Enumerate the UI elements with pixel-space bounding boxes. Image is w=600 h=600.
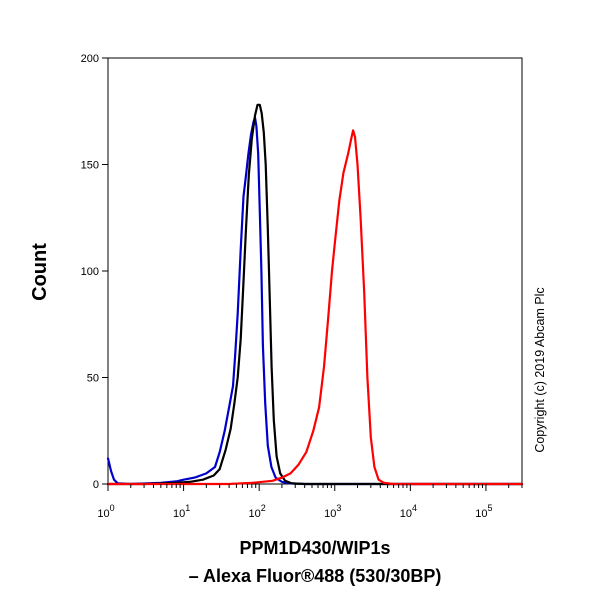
y-tick-label: 150 (81, 160, 99, 172)
x-tick-label-base: 10 (400, 508, 412, 520)
x-tick-label-exponent: 2 (261, 503, 266, 513)
x-tick-label: 101 (173, 503, 190, 520)
x-tick-label: 102 (249, 503, 266, 520)
y-tick-label: 100 (81, 266, 99, 278)
x-axis-title-line2: – Alexa Fluor®488 (530/30BP) (189, 566, 442, 586)
y-axis-title: Count (29, 243, 51, 301)
x-tick-label-exponent: 5 (488, 503, 493, 513)
x-tick-label-base: 10 (97, 508, 109, 520)
x-tick-label: 105 (475, 503, 492, 520)
x-tick-label-base: 10 (173, 508, 185, 520)
x-tick-label-exponent: 1 (185, 503, 190, 513)
x-tick-label-base: 10 (249, 508, 261, 520)
x-axis-title-line1: PPM1D430/WIP1s (239, 538, 390, 558)
x-tick-label-base: 10 (324, 508, 336, 520)
x-tick-label: 100 (97, 503, 114, 520)
x-tick-label-exponent: 0 (110, 503, 115, 513)
histogram-series-1 (106, 116, 524, 486)
x-tick-label: 103 (324, 503, 341, 520)
series-layer (106, 103, 524, 486)
x-tick-label-exponent: 3 (336, 503, 341, 513)
x-tick-label-exponent: 4 (412, 503, 417, 513)
histogram-series-3 (106, 129, 524, 486)
x-tick-label: 104 (400, 503, 417, 520)
y-tick-label: 200 (81, 53, 99, 65)
copyright-notice: Copyright (c) 2019 Abcam Plc (533, 287, 547, 452)
plot-area (106, 57, 524, 486)
x-tick-label-base: 10 (475, 508, 487, 520)
histogram-series-2 (106, 103, 524, 486)
y-tick-label: 50 (87, 373, 99, 385)
y-tick-label: 0 (93, 479, 99, 491)
